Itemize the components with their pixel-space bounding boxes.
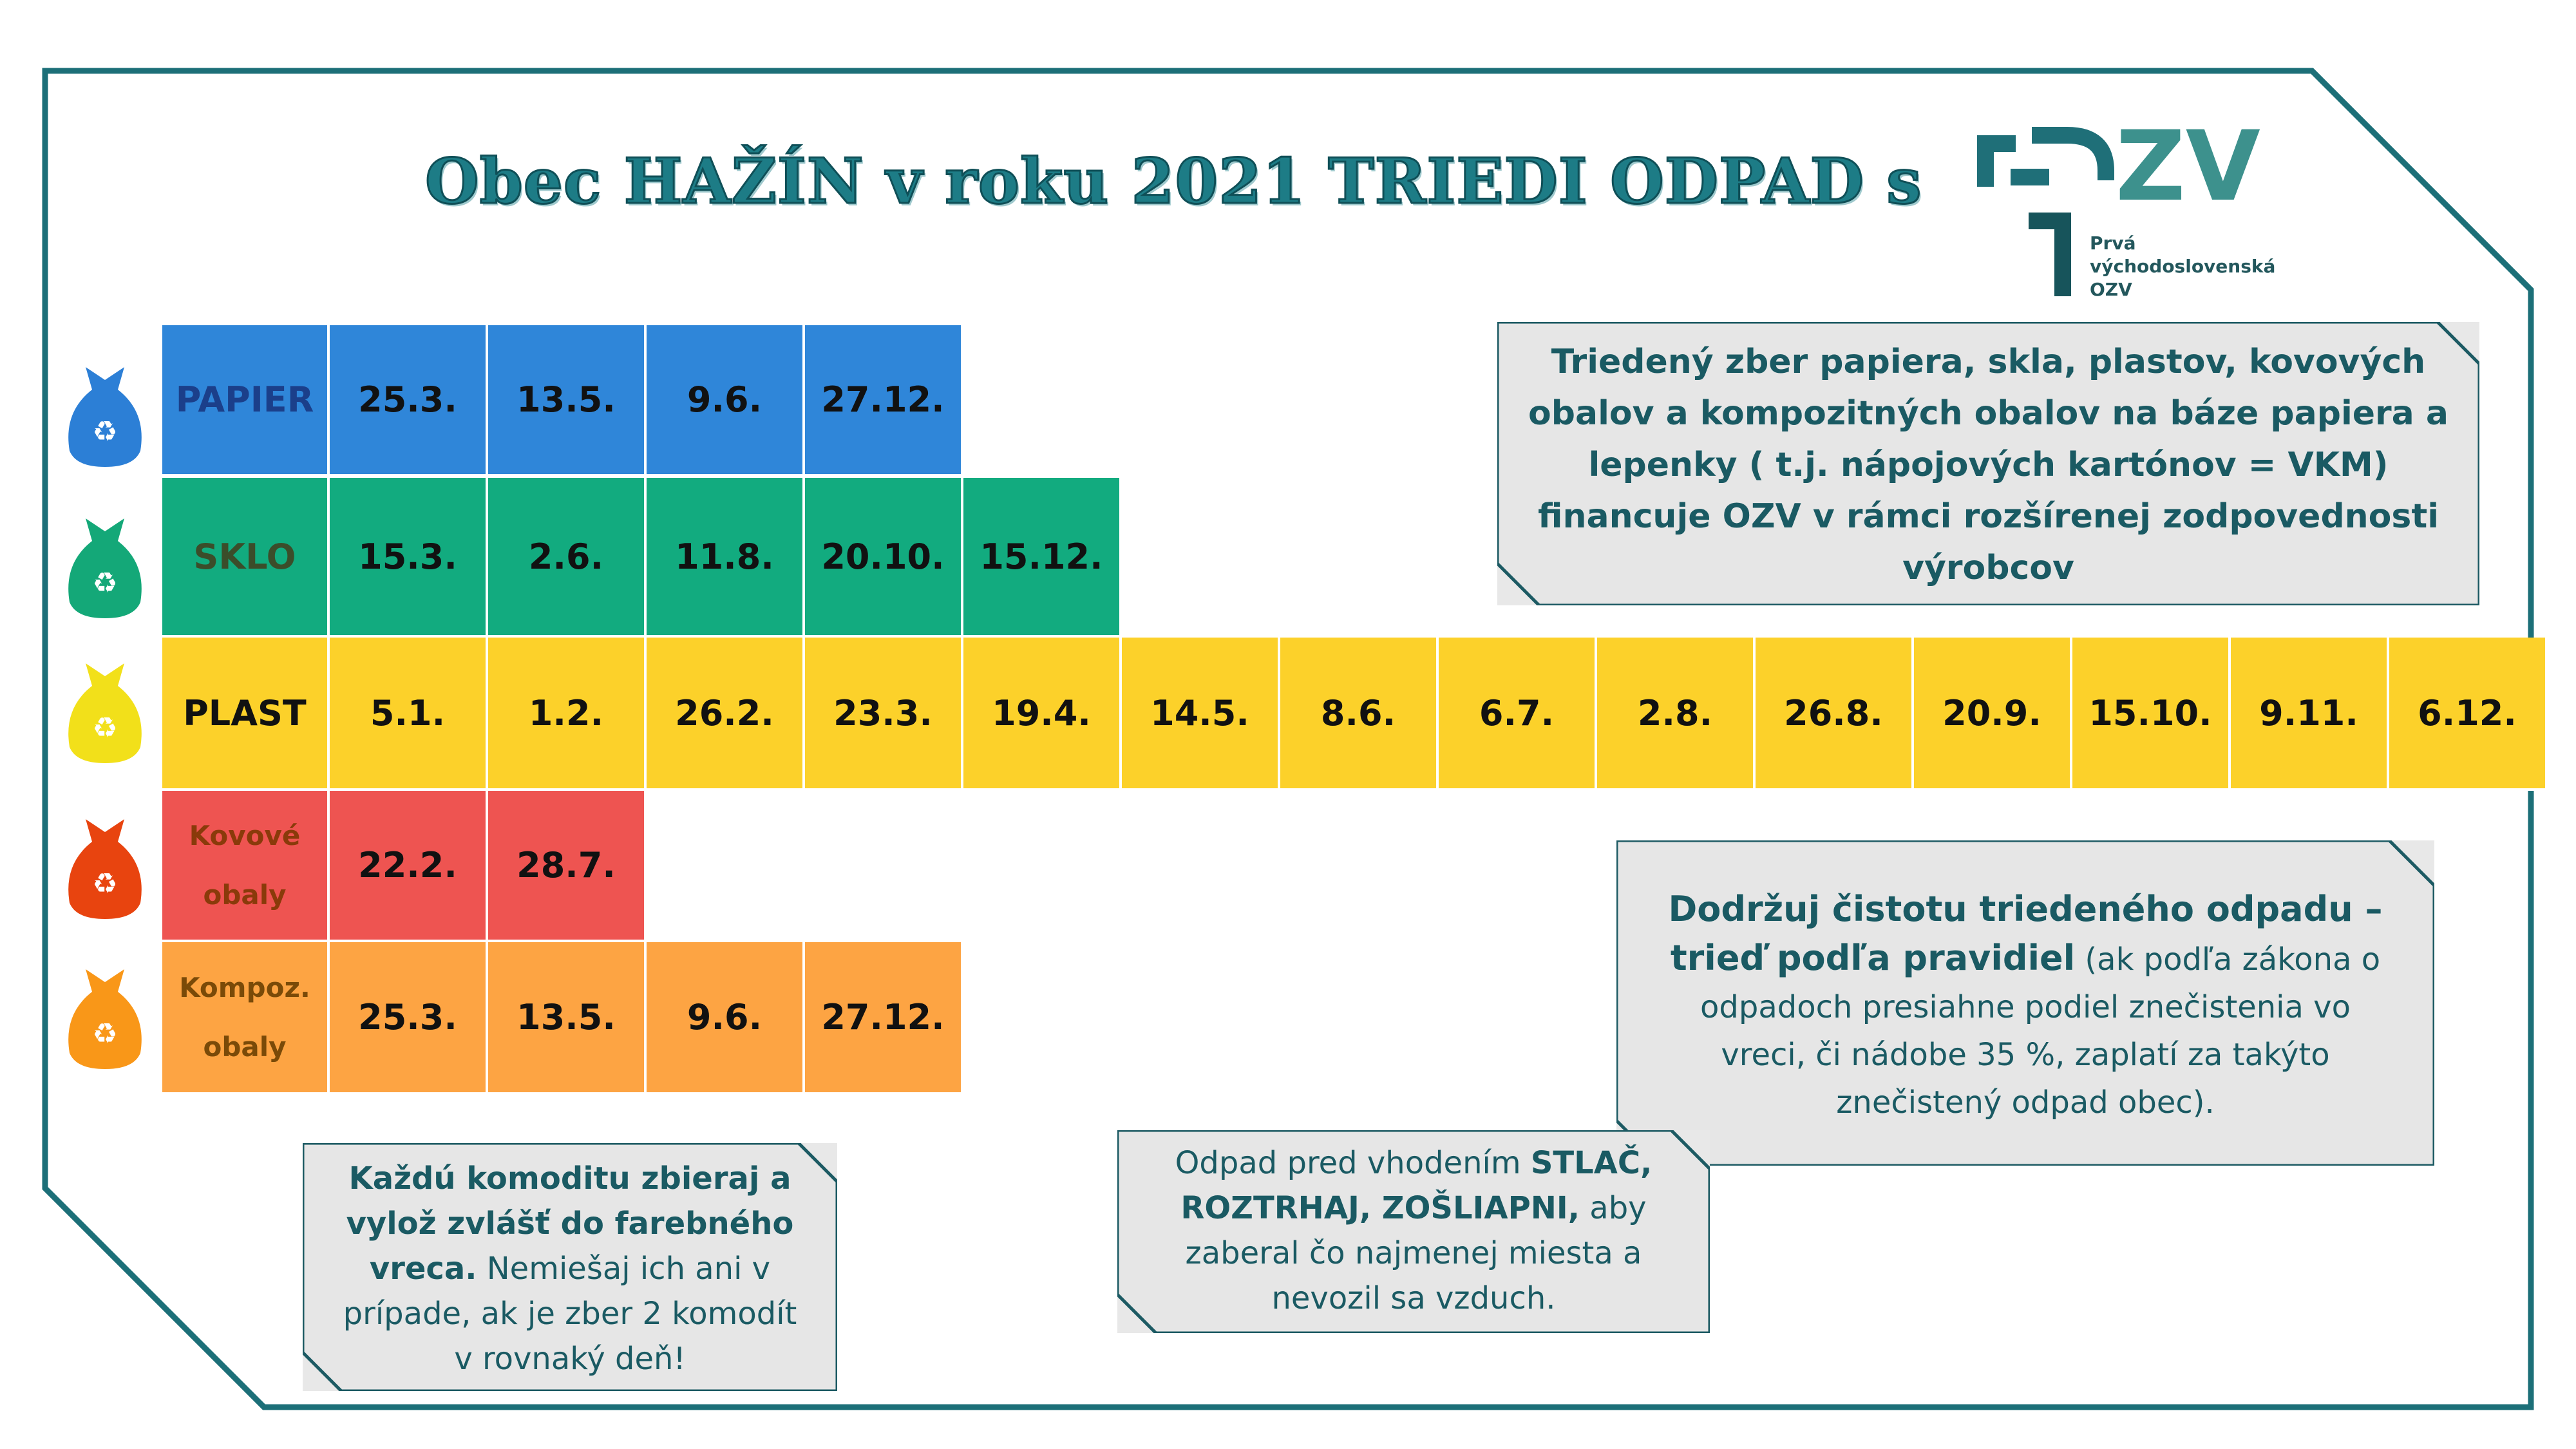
date-cell: 9.6. [647, 325, 805, 477]
compress-text-4: nevozil sa vzduch. [1271, 1280, 1556, 1316]
separate-text-3: Nemiešaj ich ani v [477, 1251, 771, 1287]
orange-recycle-bag-icon: ♻ [68, 969, 142, 1069]
row-label-sklo: SKLO [162, 478, 330, 638]
date-cell: 5.1. [330, 638, 488, 791]
date-cell: 15.3. [330, 478, 488, 638]
red-recycle-bag-icon: ♻ [68, 819, 142, 919]
green-recycle-bag-icon: ♻ [68, 518, 142, 618]
compress-bold-2: ROZTRHAJ, ZOŠLIAPNI, [1180, 1190, 1580, 1226]
logo-letters: ZV [2116, 116, 2260, 223]
clean-text-4: vreci, či nádobe 35 %, zaplatí za takýto [1721, 1037, 2330, 1073]
date-cell: 9.6. [647, 942, 805, 1095]
date-cell: 26.2. [647, 638, 805, 791]
date-cell: 27.12. [805, 942, 963, 1095]
yellow-recycle-bag-icon: ♻ [68, 663, 142, 763]
ozv-logo: ZV [1977, 116, 2260, 296]
page-title: Obec HAŽÍN v roku 2021 TRIEDI ODPAD s [424, 144, 1922, 219]
financing-line-5: výrobcov [1902, 549, 2074, 587]
date-cell: 2.6. [488, 478, 647, 638]
financing-line-2: obalov a kompozitných obalov na báze pap… [1528, 394, 2448, 433]
date-cell: 14.5. [1122, 638, 1280, 791]
clean-text-5: znečistený odpad obec). [1836, 1084, 2215, 1121]
separate-bold-2: vylož zvlášť do farebného [346, 1206, 794, 1242]
separate-bold-1: Každú komoditu zbieraj a [348, 1160, 791, 1197]
financing-line-4: financuje OZV v rámci rozšírenej zodpove… [1537, 497, 2439, 536]
row-label-papier: PAPIER [162, 325, 330, 477]
date-cell: 19.4. [963, 638, 1122, 791]
row-label-line-2: obaly [203, 1030, 287, 1063]
financing-line-3: lepenky ( t.j. nápojových kartónov = VKM… [1588, 446, 2389, 484]
row-label-line-1: Kompoz. [179, 971, 310, 1003]
compress-text-3: zaberal čo najmenej miesta a [1185, 1235, 1642, 1271]
date-cell: 15.10. [2072, 638, 2231, 791]
svg-text:♻: ♻ [92, 415, 117, 448]
date-cell: 1.2. [488, 638, 647, 791]
date-cell: 13.5. [488, 942, 647, 1095]
date-cell: 20.9. [1914, 638, 2072, 791]
compress-bold-1: STLAČ, [1530, 1145, 1653, 1181]
date-cell: 2.8. [1597, 638, 1756, 791]
date-cell: 23.3. [805, 638, 963, 791]
clean-bold-2: trieď podľa pravidiel [1670, 938, 2076, 978]
financing-line-1: Triedený zber papiera, skla, plastov, ko… [1551, 343, 2426, 381]
row-label-kovove: Kovové obaly [162, 791, 330, 942]
compress-text-2: aby [1580, 1190, 1647, 1226]
row-label-line-2: obaly [203, 878, 287, 911]
date-cell: 6.12. [2389, 638, 2548, 791]
svg-text:♻: ♻ [92, 1018, 117, 1050]
separate-text-5: v rovnaký deň! [454, 1341, 686, 1377]
row-label-line-1: Kovové [189, 819, 301, 851]
separate-info-box: Každú komoditu zbieraj a vylož zvlášť do… [303, 1143, 837, 1391]
date-cell: 26.8. [1756, 638, 1914, 791]
row-label-plast: PLAST [162, 638, 330, 791]
svg-text:♻: ♻ [92, 867, 117, 900]
date-cell: 8.6. [1280, 638, 1439, 791]
logo-line-3: OZV [2090, 279, 2132, 300]
date-cell: 11.8. [647, 478, 805, 638]
date-cell: 22.2. [330, 791, 488, 942]
separate-text-4: prípade, ak je zber 2 komodít [343, 1296, 797, 1332]
financing-info-box: Triedený zber papiera, skla, plastov, ko… [1497, 322, 2479, 605]
date-cell: 27.12. [805, 325, 963, 477]
separate-bold-3: vreca. [369, 1251, 477, 1287]
logo-line-2: východoslovenská [2090, 256, 2276, 277]
date-cell: 28.7. [488, 791, 647, 942]
clean-text-3: odpadoch presiahne podiel znečistenia vo [1700, 989, 2351, 1025]
date-cell: 13.5. [488, 325, 647, 477]
compress-info-box: Odpad pred vhodením STLAČ, ROZTRHAJ, ZOŠ… [1117, 1130, 1710, 1333]
cleanliness-info-box: Dodržuj čistotu triedeného odpadu – trie… [1616, 840, 2434, 1166]
date-cell: 20.10. [805, 478, 963, 638]
clean-bold-1: Dodržuj čistotu triedeného odpadu – [1668, 889, 2383, 929]
svg-text:♻: ♻ [92, 567, 117, 600]
date-cell: 25.3. [330, 942, 488, 1095]
compress-text-1: Odpad pred vhodením [1175, 1145, 1531, 1181]
date-cell: 25.3. [330, 325, 488, 477]
blue-recycle-bag-icon: ♻ [68, 367, 142, 467]
logo-subtitle: Prvá východoslovenská OZV [2090, 232, 2296, 301]
logo-line-1: Prvá [2090, 232, 2136, 254]
date-cell: 9.11. [2231, 638, 2389, 791]
date-cell: 6.7. [1439, 638, 1597, 791]
clean-text-2: (ak podľa zákona o [2075, 942, 2381, 978]
date-cell: 15.12. [963, 478, 1122, 638]
svg-text:♻: ♻ [92, 712, 117, 744]
row-label-kompoz: Kompoz. obaly [162, 942, 330, 1095]
